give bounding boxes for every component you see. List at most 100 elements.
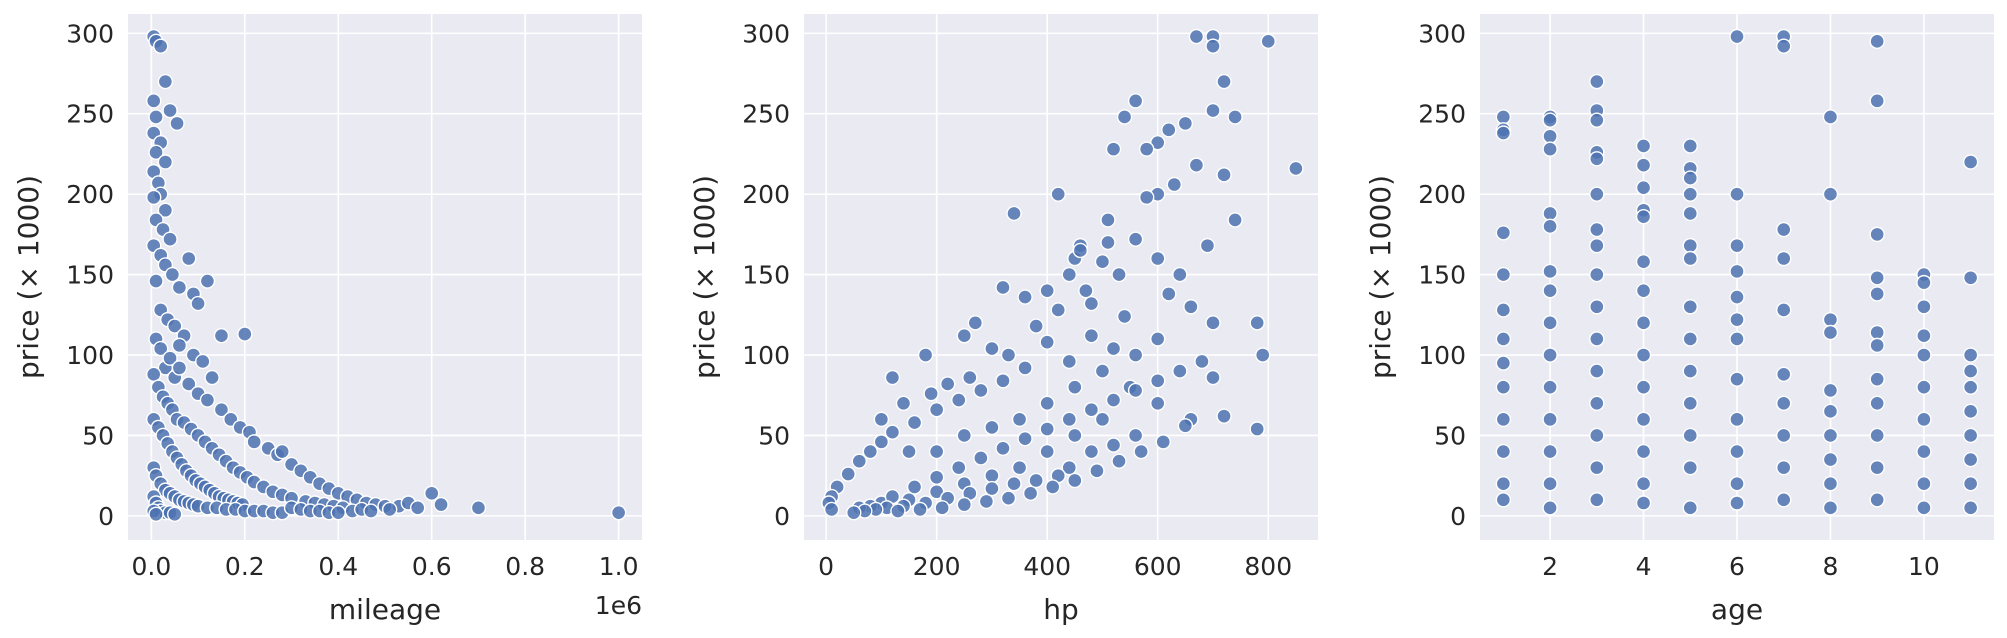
data-point — [1172, 363, 1188, 379]
data-point — [895, 395, 912, 411]
data-point — [1011, 459, 1028, 476]
data-point — [1682, 170, 1698, 186]
data-point — [1017, 430, 1033, 447]
data-point — [171, 279, 188, 296]
y-tick-label: 300 — [66, 19, 114, 48]
y-tick-label: 0 — [98, 502, 114, 531]
data-point — [1022, 485, 1039, 502]
data-point — [1635, 282, 1652, 299]
data-point — [274, 443, 290, 460]
data-point — [956, 427, 972, 444]
y-tick-label: 0 — [1450, 502, 1466, 531]
data-point — [1822, 324, 1839, 341]
y-tick-label: 0 — [774, 502, 790, 531]
data-point — [1067, 472, 1083, 489]
data-point — [1962, 154, 1979, 170]
data-point — [1083, 443, 1100, 460]
data-point — [1542, 476, 1558, 492]
data-point — [195, 353, 211, 370]
data-point — [901, 443, 917, 460]
data-point — [873, 434, 890, 450]
data-point — [1255, 347, 1271, 363]
data-point — [1227, 212, 1243, 228]
data-point — [162, 231, 178, 247]
data-point — [1589, 266, 1605, 283]
data-point — [424, 485, 440, 502]
data-point — [1288, 160, 1304, 177]
data-point — [1105, 340, 1122, 357]
data-point — [1776, 221, 1792, 238]
data-point — [1869, 459, 1885, 476]
data-point — [610, 504, 627, 521]
data-point — [1729, 28, 1745, 45]
data-point — [204, 369, 220, 386]
y-tick-label: 150 — [1418, 261, 1466, 290]
data-point — [973, 382, 989, 399]
y-tick-label: 100 — [742, 341, 790, 370]
data-point — [1100, 212, 1116, 228]
data-point — [1045, 479, 1061, 495]
data-point — [1635, 180, 1652, 196]
data-point — [1589, 459, 1605, 476]
data-point — [1542, 411, 1558, 428]
data-point — [1205, 369, 1221, 386]
data-point — [1589, 331, 1605, 347]
y-axis-label: price (× 1000) — [688, 175, 721, 379]
data-point — [1495, 411, 1512, 428]
data-point — [1249, 315, 1265, 331]
x-axis-label: age — [1711, 593, 1763, 626]
y-tick-label: 50 — [1434, 421, 1466, 450]
data-point — [1589, 221, 1605, 238]
data-point — [1205, 38, 1221, 54]
data-point — [1869, 33, 1885, 50]
data-point — [984, 467, 1000, 484]
data-point — [1635, 254, 1652, 270]
data-point — [1017, 360, 1033, 376]
data-point — [1072, 242, 1089, 259]
data-point — [1869, 395, 1885, 411]
data-point — [1127, 382, 1144, 399]
y-tick-label: 150 — [66, 261, 114, 290]
data-point — [1729, 443, 1745, 460]
data-point — [984, 419, 1000, 436]
data-point — [1050, 302, 1066, 318]
data-point — [1177, 115, 1194, 132]
data-point — [1495, 331, 1512, 347]
data-point — [962, 369, 978, 386]
data-point — [1495, 355, 1512, 371]
data-point — [1542, 347, 1558, 363]
data-point — [1542, 218, 1558, 235]
data-point — [1006, 205, 1022, 222]
data-point — [928, 443, 945, 460]
data-point — [1094, 411, 1111, 428]
data-point — [1000, 490, 1017, 506]
x-tick-label: 800 — [1244, 552, 1292, 581]
data-point — [1869, 93, 1885, 109]
data-point — [1635, 379, 1652, 395]
data-point — [1729, 411, 1745, 428]
data-point — [1729, 289, 1745, 305]
data-point — [1495, 443, 1512, 460]
data-point — [1542, 379, 1558, 395]
data-point — [951, 392, 967, 408]
data-point — [1161, 122, 1177, 138]
data-point — [1177, 418, 1194, 434]
data-point — [1776, 250, 1792, 267]
data-point — [1495, 492, 1512, 508]
data-point — [1916, 476, 1932, 492]
data-point — [846, 504, 862, 521]
data-point — [956, 328, 972, 344]
y-axis-label: price (× 1000) — [1364, 175, 1397, 379]
data-point — [1150, 395, 1166, 411]
data-point — [1067, 379, 1083, 395]
data-point — [1729, 331, 1745, 347]
data-point — [1916, 379, 1932, 395]
data-point — [1188, 157, 1205, 173]
data-point — [1589, 112, 1605, 128]
data-point — [1100, 234, 1116, 251]
data-point — [190, 295, 206, 312]
x-axis-label: mileage — [329, 593, 441, 626]
x-tick-label: 10 — [1908, 552, 1940, 581]
data-point — [1083, 295, 1100, 312]
